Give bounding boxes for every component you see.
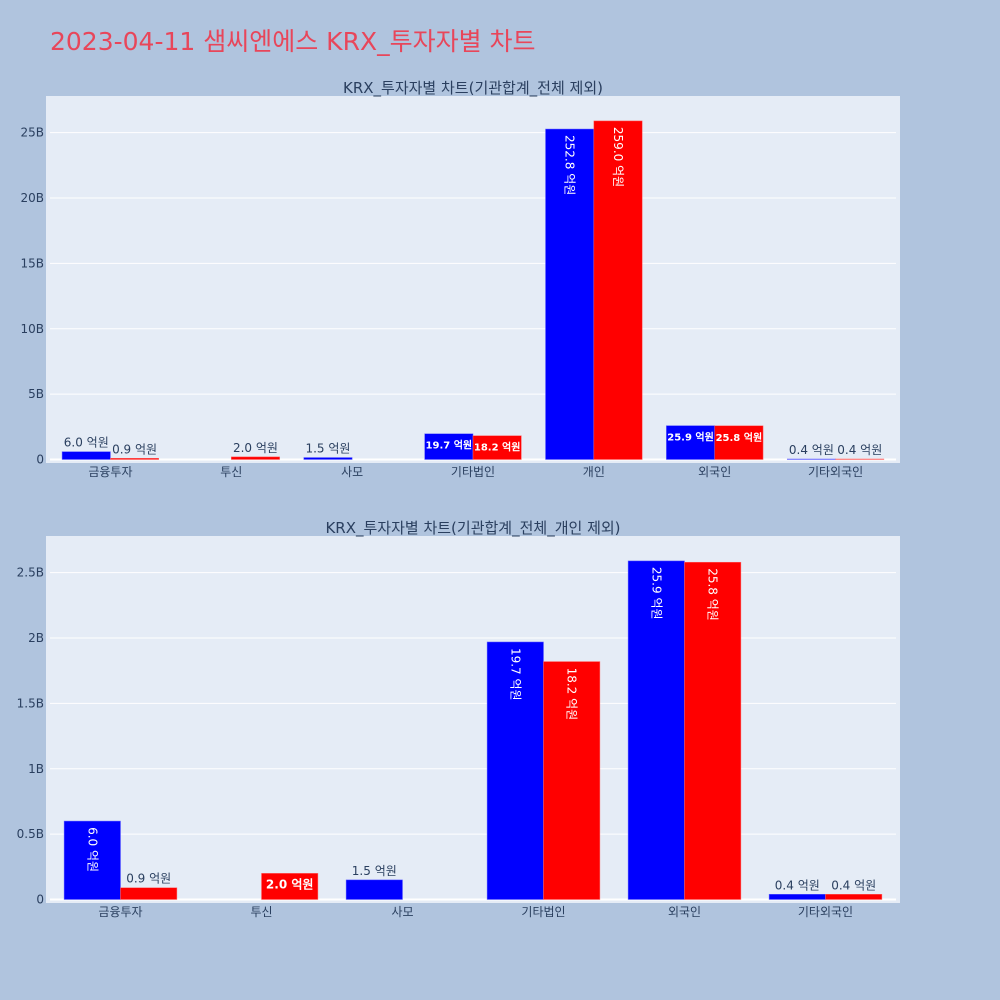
bar-value-label: 0.4 억원: [789, 443, 834, 457]
y-tick-label: 10B: [20, 322, 44, 336]
bar-value-label: 18.2 억원: [565, 668, 579, 721]
bar-value-label: 18.2 억원: [474, 441, 521, 454]
x-tick-label: 외국인: [668, 905, 701, 919]
bar-value-label: 25.9 억원: [667, 431, 714, 444]
bar-value-label: 0.9 억원: [112, 442, 157, 456]
bar-value-label: 252.8 억원: [563, 135, 577, 195]
x-tick-label: 기타외국인: [798, 905, 853, 919]
y-tick-label: 1B: [28, 762, 44, 776]
bar-series_1[interactable]: [486, 641, 544, 900]
y-tick-label: 2.5B: [17, 566, 44, 580]
x-tick-label: 사모: [341, 465, 363, 479]
y-tick-label: 2B: [28, 631, 44, 645]
bar-value-label: 0.4 억원: [831, 878, 876, 892]
bar-series_2[interactable]: [120, 887, 178, 900]
bar-series_1[interactable]: [61, 451, 111, 460]
x-tick-label: 기타외국인: [808, 465, 863, 479]
y-tick-label: 1.5B: [17, 696, 44, 710]
x-tick-label: 금융투자: [88, 465, 132, 479]
bar-series_2[interactable]: [110, 458, 160, 460]
bar-series_1[interactable]: [345, 879, 403, 900]
bar-value-label: 1.5 억원: [352, 864, 397, 878]
bar-series_2[interactable]: [543, 661, 601, 900]
bar-series_1[interactable]: [545, 128, 595, 460]
y-tick-label: 20B: [20, 191, 44, 205]
bar-series_2[interactable]: [825, 894, 883, 900]
bar-series_2[interactable]: [472, 435, 522, 460]
bar-series_2[interactable]: [231, 456, 280, 460]
x-tick-label: 투신: [250, 905, 272, 919]
bar-value-label: 6.0 억원: [85, 827, 99, 872]
bar-series_2[interactable]: [835, 458, 885, 460]
bar-series_1[interactable]: [627, 560, 685, 900]
bar-value-label: 2.0 억원: [266, 877, 314, 891]
bar-value-label: 0.9 억원: [126, 872, 171, 886]
bar-series_1[interactable]: [768, 894, 826, 900]
bar-value-label: 1.5 억원: [305, 442, 350, 456]
x-tick-label: 개인: [583, 465, 605, 479]
bar-series_2[interactable]: [593, 120, 643, 460]
page-title: 2023-04-11 샘씨엔에스 KRX_투자자별 차트: [50, 27, 536, 56]
x-tick-label: 투신: [220, 465, 242, 479]
bar-series_1[interactable]: [786, 458, 836, 460]
chart-top: KRX_투자자별 차트(기관합계_전체 제외) 0 5B 10B 15B 20B 25B 금융…: [20, 79, 900, 479]
bar-value-label: 25.9 억원: [649, 567, 663, 620]
y-tick-label: 5B: [28, 387, 44, 401]
bar-value-label: 19.7 억원: [508, 648, 522, 701]
bar-value-label: 2.0 억원: [233, 441, 278, 455]
bar-value-label: 25.8 억원: [716, 431, 763, 444]
y-tick-label: 15B: [20, 256, 44, 270]
x-tick-label: 외국인: [698, 465, 731, 479]
x-tick-label: 금융투자: [98, 905, 142, 919]
bar-series_2[interactable]: [714, 425, 764, 460]
bar-value-label: 19.7 억원: [426, 439, 473, 452]
x-tick-label: 사모: [391, 905, 413, 919]
chart-title: KRX_투자자별 차트(기관합계_전체_개인 제외): [325, 519, 620, 538]
bar-series_2[interactable]: [261, 873, 319, 900]
y-tick-label: 0: [36, 453, 44, 467]
chart-title: KRX_투자자별 차트(기관합계_전체 제외): [343, 79, 603, 98]
bar-series_1[interactable]: [666, 425, 715, 460]
x-tick-label: 기타법인: [521, 905, 565, 919]
bar-value-label: 0.4 억원: [775, 878, 820, 892]
bar-series_1[interactable]: [303, 457, 353, 460]
bar-value-label: 259.0 억원: [611, 127, 625, 187]
bar-series_1[interactable]: [63, 820, 121, 900]
bar-value-label: 25.8 억원: [706, 568, 720, 621]
bar-value-label: 0.4 억원: [837, 443, 882, 457]
y-tick-label: 0: [36, 893, 44, 907]
chart-bottom: KRX_투자자별 차트(기관합계_전체_개인 제외) 0 0.5B 1B 1.5B 2B 2…: [17, 519, 900, 919]
plot-area: [46, 536, 900, 903]
x-tick-label: 기타법인: [451, 465, 495, 479]
plot-area: [46, 96, 900, 463]
y-tick-label: 0.5B: [17, 827, 44, 841]
bar-series_2[interactable]: [684, 561, 742, 900]
y-tick-label: 25B: [20, 126, 44, 140]
bar-value-label: 6.0 억원: [64, 436, 109, 450]
